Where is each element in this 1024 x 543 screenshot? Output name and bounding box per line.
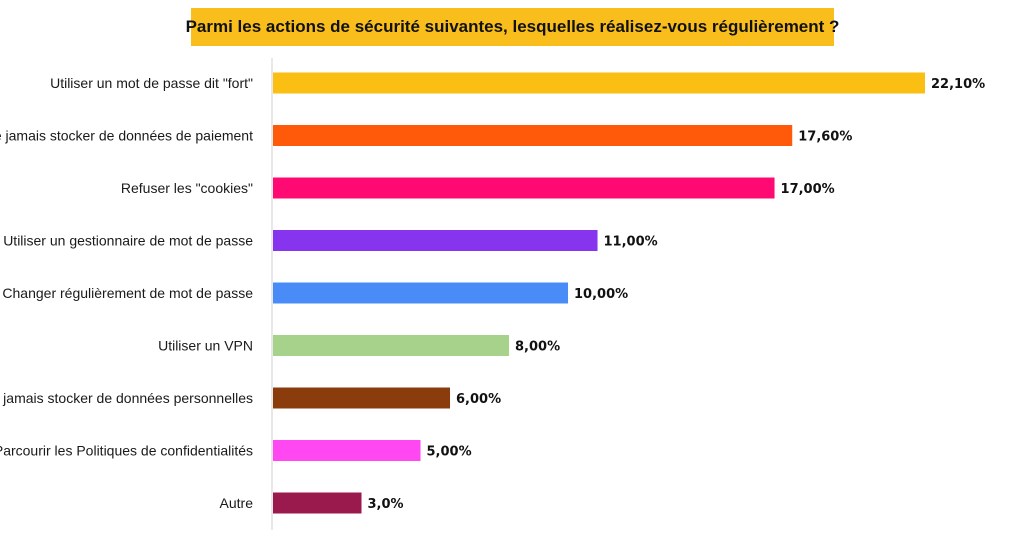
chart-title-box: Parmi les actions de sécurité suivantes,… bbox=[186, 8, 839, 46]
bar bbox=[273, 230, 598, 251]
bar bbox=[273, 125, 793, 146]
data-label: 3,0% bbox=[368, 497, 404, 512]
bar bbox=[273, 492, 362, 514]
data-label: 5,00% bbox=[427, 445, 472, 460]
category-label: Autre bbox=[220, 495, 254, 511]
bar bbox=[273, 177, 775, 199]
chart-title: Parmi les actions de sécurité suivantes,… bbox=[185, 17, 840, 36]
bar bbox=[273, 335, 510, 356]
bar bbox=[273, 387, 451, 409]
data-label: 11,00% bbox=[604, 235, 658, 250]
category-label: Ne jamais stocker de données de paiement bbox=[0, 128, 253, 144]
data-label: 10,00% bbox=[574, 287, 628, 302]
category-label: Parcourir les Politiques de confidential… bbox=[0, 443, 253, 459]
data-label: 6,00% bbox=[456, 392, 501, 407]
data-label: 22,10% bbox=[931, 77, 985, 92]
category-label: Refuser les "cookies" bbox=[121, 180, 253, 196]
category-label: Utiliser un gestionnaire de mot de passe bbox=[3, 233, 253, 249]
data-label: 8,00% bbox=[515, 340, 560, 355]
data-label: 17,60% bbox=[798, 130, 852, 145]
category-label: Ne jamais stocker de données personnelle… bbox=[0, 390, 253, 406]
bar bbox=[273, 282, 569, 304]
category-label: Utiliser un VPN bbox=[158, 338, 253, 354]
data-label: 17,00% bbox=[781, 182, 835, 197]
bar bbox=[273, 440, 421, 461]
category-label: Utiliser un mot de passe dit "fort" bbox=[50, 75, 253, 91]
bar bbox=[273, 72, 925, 94]
category-label: Changer régulièrement de mot de passe bbox=[2, 285, 253, 301]
